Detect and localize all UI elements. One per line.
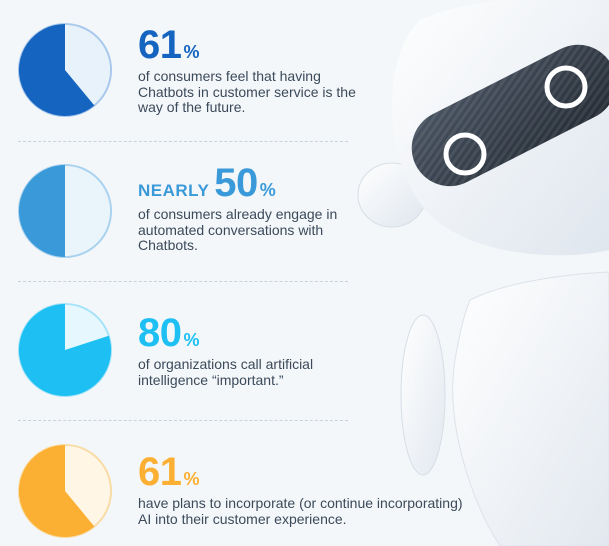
stat-headline: 61% [138, 452, 368, 492]
stat-percent: % [183, 330, 200, 350]
robot-arm [400, 314, 446, 476]
stat-headline: 80% [138, 313, 368, 353]
pie-chart [17, 22, 113, 118]
stat-number: 50 [214, 161, 258, 205]
stat-description: of consumers feel that having Chatbots i… [138, 68, 356, 115]
pie-chart [17, 443, 113, 539]
pie-slice [18, 303, 112, 397]
stat-description: of organizations call artificial intelli… [138, 356, 314, 388]
stat-percent: % [183, 469, 200, 489]
stat-prefix: NEARLY [138, 181, 215, 200]
stat-headline: 61% [138, 25, 368, 65]
stat-number: 80 [138, 311, 182, 355]
stat-description: have plans to incorporate (or continue i… [138, 495, 463, 527]
pie-slice [18, 23, 95, 117]
robot-eye-right [544, 65, 588, 109]
robot-body [452, 271, 609, 546]
stat-number: 61 [138, 450, 182, 494]
pie-slice [18, 444, 95, 538]
pie-slice [18, 164, 65, 258]
pie-chart [17, 163, 113, 259]
stat-number: 61 [138, 23, 182, 67]
stat-description: of consumers already engage in automated… [138, 206, 338, 253]
stat-headline: NEARLY 50% [138, 163, 368, 203]
robot-visor [411, 44, 609, 187]
pie-chart [17, 302, 113, 398]
divider [18, 281, 348, 282]
robot-eye-left [443, 132, 487, 176]
stat-percent: % [183, 42, 200, 62]
divider [18, 141, 348, 142]
divider [18, 420, 348, 421]
stat-percent: % [259, 180, 276, 200]
